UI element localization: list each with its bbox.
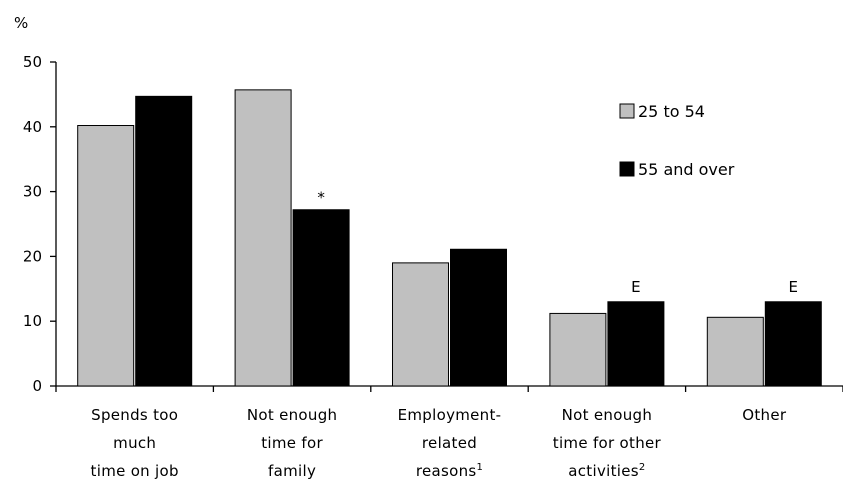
bar-55-and-over [135,95,193,387]
legend-swatch-25-to-54 [619,103,635,119]
bar-55-and-over [292,209,350,387]
bar-flag-label: E [789,278,798,296]
bar-25-to-54 [77,125,135,387]
y-tick-label: 0 [32,377,42,395]
y-tick-label: 10 [23,312,42,330]
bar-55-and-over [450,248,507,387]
x-category-label: Other [742,406,787,424]
x-category-label: Spends too much time on job [91,406,179,480]
bars [77,89,822,387]
y-tick-label: 50 [23,53,42,71]
bar-25-to-54 [234,89,292,387]
y-tick-label: 20 [23,247,42,265]
y-tick-label: 40 [23,118,42,136]
x-category-label: Not enough time for family [247,406,338,480]
bar-55-and-over [607,301,665,387]
x-category-label: Not enough time for other activities2 [553,406,662,480]
axes: % 0 10 20 30 40 50 Spends too much time on job Not… [14,14,843,480]
legend: 25 to 54 55 and over [619,102,735,179]
x-category-label: Employment-related reasons1 [398,406,502,480]
bar-flag-label: E [631,278,640,296]
legend-label-55-and-over: 55 and over [638,160,735,179]
bar-25-to-54 [549,312,607,387]
bar-flag-label: * [317,189,325,207]
legend-swatch-55-and-over [619,161,635,177]
annotations: * E E [317,189,798,296]
bar-25-to-54 [392,262,449,387]
bar-25-to-54 [706,316,764,387]
y-axis-label: % [14,14,28,32]
legend-label-25-to-54: 25 to 54 [638,102,705,121]
bar-55-and-over [764,301,822,387]
y-tick-label: 30 [23,183,42,201]
